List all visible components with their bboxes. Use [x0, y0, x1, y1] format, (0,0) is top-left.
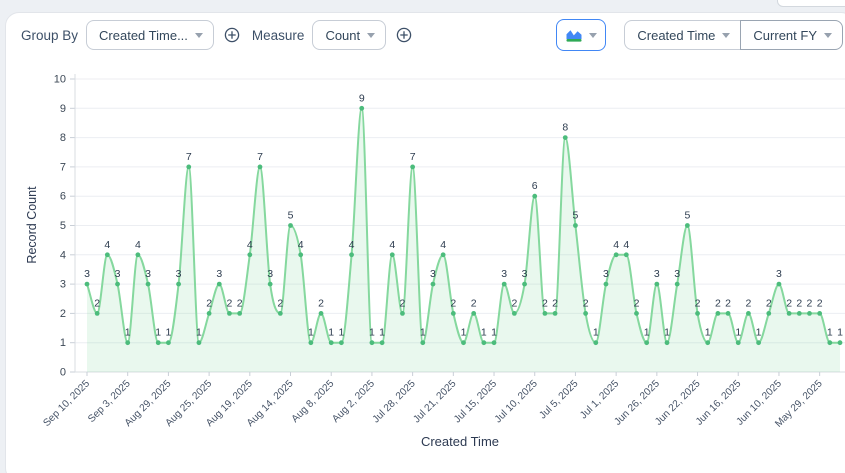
- group-by-label: Group By: [21, 27, 79, 43]
- measure-value: Count: [325, 27, 361, 43]
- measure-label: Measure: [251, 27, 305, 43]
- add-measure-button[interactable]: [396, 27, 412, 43]
- measure-dropdown[interactable]: Count: [312, 20, 387, 50]
- group-by-dropdown[interactable]: Created Time...: [86, 20, 214, 50]
- x-field-dropdown[interactable]: Created Time: [624, 20, 742, 50]
- chevron-down-icon: [824, 33, 832, 38]
- chart-type-selector[interactable]: [556, 19, 607, 51]
- chevron-down-icon: [722, 33, 731, 38]
- time-range-segment: Created Time Current FY: [624, 20, 843, 50]
- date-range-dropdown[interactable]: Current FY: [740, 20, 843, 50]
- chevron-down-icon: [194, 33, 203, 38]
- chevron-down-icon: [589, 33, 598, 38]
- circle-plus-icon: [224, 27, 240, 43]
- add-group-by-button[interactable]: [224, 27, 240, 43]
- toolbar-right: Created Time Current FY: [556, 19, 843, 51]
- y-axis-title: Record Count: [25, 186, 39, 264]
- chart-panel: Group By Created Time... Measure Count: [5, 12, 845, 473]
- top-right-partial-panel: [777, 0, 845, 7]
- x-axis-title: Created Time: [420, 434, 500, 449]
- circle-plus-icon: [396, 27, 412, 43]
- chevron-down-icon: [367, 33, 376, 38]
- toolbar: Group By Created Time... Measure Count: [21, 19, 843, 51]
- group-by-value: Created Time...: [99, 27, 188, 43]
- area-chart-icon: [566, 29, 582, 42]
- date-range-value: Current FY: [753, 27, 817, 43]
- x-field-value: Created Time: [637, 27, 716, 43]
